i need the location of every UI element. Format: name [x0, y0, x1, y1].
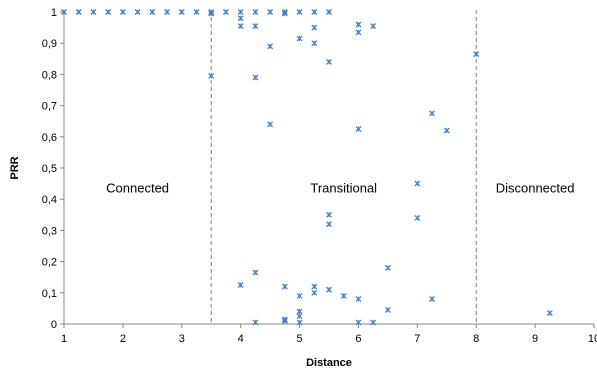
data-point — [105, 9, 112, 15]
data-point — [296, 308, 303, 315]
data-point — [281, 10, 288, 17]
data-point — [473, 51, 480, 58]
data-point — [311, 24, 318, 31]
data-point — [267, 121, 274, 128]
data-point — [267, 9, 274, 15]
x-tick-label: 2 — [120, 333, 126, 345]
x-tick-label: 7 — [414, 333, 420, 345]
y-tick-label: 1 — [51, 7, 57, 19]
data-point — [326, 211, 332, 218]
data-point — [355, 319, 362, 326]
data-point — [355, 126, 362, 132]
x-axis-title: Distance — [306, 357, 352, 369]
axes — [60, 11, 595, 328]
data-point — [443, 127, 450, 134]
data-point — [414, 180, 421, 187]
data-point — [340, 292, 347, 299]
x-tick-label: 3 — [179, 333, 185, 345]
data-point — [119, 9, 126, 15]
data-point — [311, 40, 318, 47]
x-tick-label: 8 — [473, 333, 479, 345]
data-point — [414, 214, 421, 221]
x-tick-label: 10 — [588, 333, 597, 345]
data-point — [208, 10, 215, 17]
y-tick-label: 0,9 — [42, 38, 57, 50]
data-point — [252, 23, 259, 29]
y-tick-label: 0,5 — [42, 163, 57, 175]
data-point — [90, 9, 97, 15]
y-axis-tick-labels: 0 0,1 0,2 0,3 0,4 0,5 0,6 0,7 0,8 0,9 1 — [42, 7, 57, 331]
data-point — [281, 317, 288, 324]
data-point — [252, 9, 259, 15]
region-labels: Connected Transitional Disconnected — [106, 180, 574, 195]
data-point — [237, 9, 244, 15]
y-tick-label: 0,1 — [42, 288, 57, 300]
data-point — [326, 9, 332, 15]
x-tick-label: 5 — [296, 333, 302, 345]
data-point — [355, 29, 362, 36]
data-point — [296, 9, 303, 15]
data-point — [193, 9, 200, 15]
data-point — [384, 264, 391, 271]
data-point — [429, 296, 436, 302]
y-tick-label: 0,3 — [42, 225, 57, 237]
data-point — [208, 73, 215, 79]
region-label-connected: Connected — [106, 180, 169, 195]
data-point — [61, 9, 67, 15]
x-tick-label: 4 — [238, 333, 244, 345]
y-tick-label: 0,2 — [42, 257, 57, 269]
y-tick-label: 0 — [51, 319, 57, 331]
data-point — [222, 9, 229, 15]
y-tick-label: 0,6 — [42, 132, 57, 144]
data-point — [237, 282, 244, 288]
data-point — [237, 23, 244, 29]
data-point — [326, 58, 332, 65]
data-point — [311, 289, 318, 296]
data-point — [252, 319, 259, 326]
data-point — [296, 313, 303, 320]
region-label-disconnected: Disconnected — [496, 180, 575, 195]
data-points — [61, 9, 553, 326]
data-point — [384, 307, 391, 313]
data-point — [281, 283, 288, 290]
x-tick-label: 6 — [355, 333, 361, 345]
data-point — [296, 319, 303, 326]
data-point — [355, 21, 362, 28]
data-point — [134, 9, 141, 15]
data-point — [237, 15, 244, 22]
y-tick-label: 0,4 — [42, 194, 57, 206]
data-point — [311, 283, 318, 290]
region-label-transitional: Transitional — [310, 180, 377, 195]
data-point — [311, 9, 318, 15]
y-axis-title: PRR — [9, 156, 21, 179]
data-point — [296, 292, 303, 299]
data-point — [164, 9, 171, 15]
y-tick-label: 0,8 — [42, 69, 57, 81]
data-point — [355, 296, 362, 302]
x-tick-label: 9 — [532, 333, 538, 345]
data-point — [429, 110, 436, 117]
y-tick-label: 0,7 — [42, 101, 57, 113]
data-point — [178, 9, 185, 15]
region-boundaries — [210, 10, 477, 324]
data-point — [267, 43, 274, 50]
data-point — [296, 35, 303, 42]
data-point — [75, 9, 82, 15]
data-point — [252, 269, 259, 276]
data-point — [252, 74, 259, 81]
data-point — [546, 310, 553, 317]
x-tick-label: 1 — [61, 333, 67, 345]
data-point — [326, 286, 332, 293]
data-point — [370, 319, 377, 326]
data-point — [149, 9, 156, 15]
x-axis-tick-labels: 1 2 3 4 5 6 7 8 9 10 — [61, 333, 597, 345]
data-point — [370, 23, 377, 29]
data-point — [326, 221, 332, 228]
